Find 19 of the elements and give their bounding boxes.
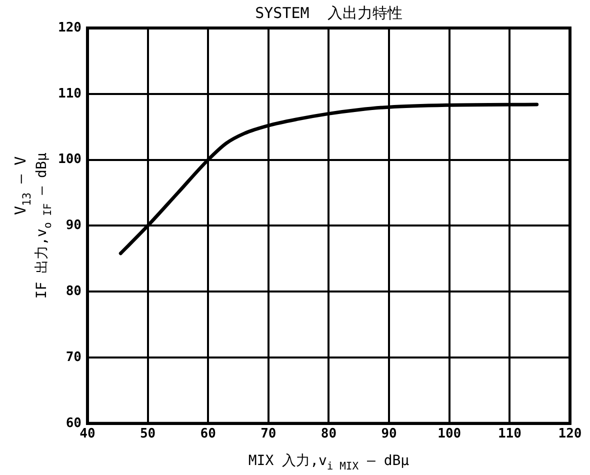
chart-title: SYSTEM 入出力特性: [255, 4, 402, 22]
x-tick-label: 100: [438, 426, 462, 442]
y-tick-label: 60: [66, 416, 82, 431]
x-tick-label: 50: [140, 426, 156, 442]
x-tick-label: 120: [558, 426, 582, 442]
x-tick-label: 40: [80, 426, 96, 442]
x-tick-label: 110: [498, 426, 522, 442]
y-tick-label: 120: [58, 20, 82, 36]
y-tick-label: 80: [66, 284, 82, 299]
y-tick-label: 90: [66, 218, 82, 234]
y-tick-label: 70: [66, 350, 82, 365]
x-tick-label: 70: [260, 426, 276, 442]
x-tick-label: 60: [200, 426, 216, 442]
x-tick-label: 90: [381, 426, 398, 442]
y-tick-label: 100: [58, 152, 82, 168]
text: V13 — V: [11, 156, 34, 216]
y-tick-label: 110: [58, 86, 82, 102]
y-axis-title: IF 出力,vo IF — dBμ: [34, 152, 54, 299]
x-tick-label: 80: [320, 426, 337, 442]
